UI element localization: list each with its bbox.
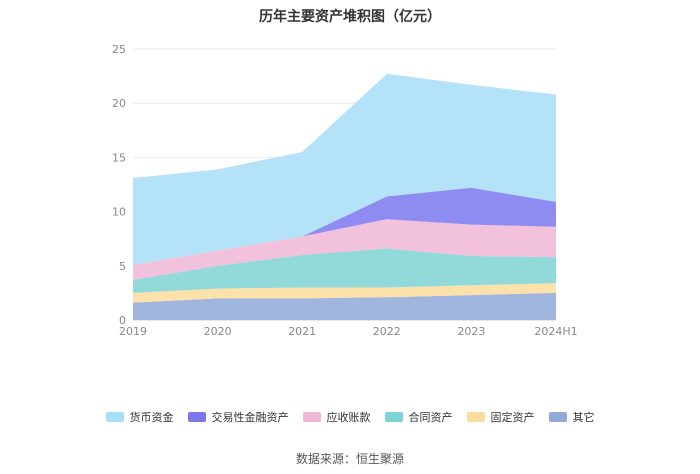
x-tick-label: 2023: [457, 325, 485, 338]
y-tick-label: 20: [112, 97, 126, 110]
x-tick-label: 2022: [373, 325, 401, 338]
area-series-交易性金融资产: [133, 187, 556, 265]
y-tick-label: 15: [112, 151, 126, 164]
legend-label: 交易性金融资产: [211, 411, 289, 424]
area-series-固定资产: [133, 283, 556, 303]
legend-item[interactable]: 其它: [548, 409, 595, 425]
legend-swatch: [548, 412, 567, 422]
legend-item[interactable]: 固定资产: [466, 409, 535, 425]
x-tick-label: 2020: [204, 325, 232, 338]
legend-label: 合同资产: [408, 411, 453, 424]
x-tick-label: 2021: [288, 325, 316, 338]
legend: 货币资金 交易性金融资产 应收账款 合同资产 固定资产 其它: [0, 409, 700, 425]
y-tick-label: 10: [112, 206, 126, 219]
legend-label: 应收账款: [326, 411, 371, 424]
legend-item[interactable]: 货币资金: [105, 409, 174, 425]
legend-swatch: [302, 412, 321, 422]
chart-title: 历年主要资产堆积图（亿元）: [259, 9, 441, 25]
y-tick-label: 5: [119, 260, 126, 273]
legend-item[interactable]: 合同资产: [384, 409, 453, 425]
x-tick-label: 2019: [119, 325, 147, 338]
legend-swatch: [105, 412, 124, 422]
legend-swatch: [466, 412, 485, 422]
axis-layer: 0 5 10 15 20 25 2019 2020 2021 2022 2023 2024H1: [112, 43, 578, 338]
legend-item[interactable]: 应收账款: [302, 409, 371, 425]
legend-swatch: [187, 412, 206, 422]
area-layer: [133, 73, 556, 320]
legend-label: 固定资产: [490, 411, 535, 424]
source-note: 数据来源：恒生聚源: [295, 452, 404, 466]
y-tick-label: 25: [112, 43, 126, 56]
area-series-合同资产: [133, 248, 556, 293]
x-tick-label: 2024H1: [534, 325, 577, 338]
legend-item[interactable]: 交易性金融资产: [187, 409, 289, 425]
legend-label: 其它: [572, 411, 595, 424]
y-tick-label: 0: [119, 314, 126, 327]
area-series-应收账款: [133, 219, 556, 280]
legend-swatch: [384, 412, 403, 422]
area-series-其它: [133, 292, 556, 320]
area-series-货币资金: [133, 73, 556, 265]
legend-label: 货币资金: [129, 411, 174, 424]
